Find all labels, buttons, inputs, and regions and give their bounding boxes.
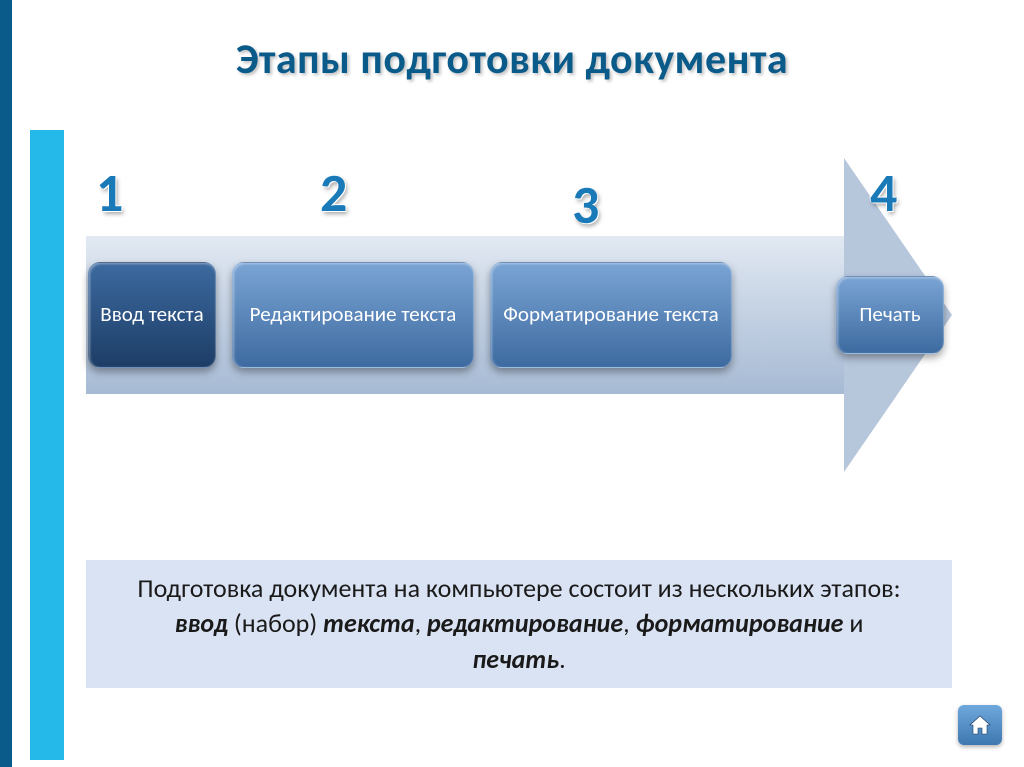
step-number-2: 2 [320,160,347,226]
summary-text: Подготовка документа на компьютере состо… [86,560,952,688]
home-icon [968,714,992,736]
step-number-3: 3 [572,172,599,238]
home-button[interactable] [958,705,1002,745]
step-box-1: Ввод текста [88,262,216,368]
step-box-2: Редактирование текста [232,262,474,368]
step-number-1: 1 [96,160,123,226]
step-box-3: Форматирование текста [490,262,732,368]
sidebar-stripe-light [30,130,64,760]
step-box-4: Печать [836,276,944,354]
step-number-4: 4 [870,160,897,226]
sidebar-stripe-dark [0,0,12,767]
slide-title: Этапы подготовки документа [0,34,1024,85]
